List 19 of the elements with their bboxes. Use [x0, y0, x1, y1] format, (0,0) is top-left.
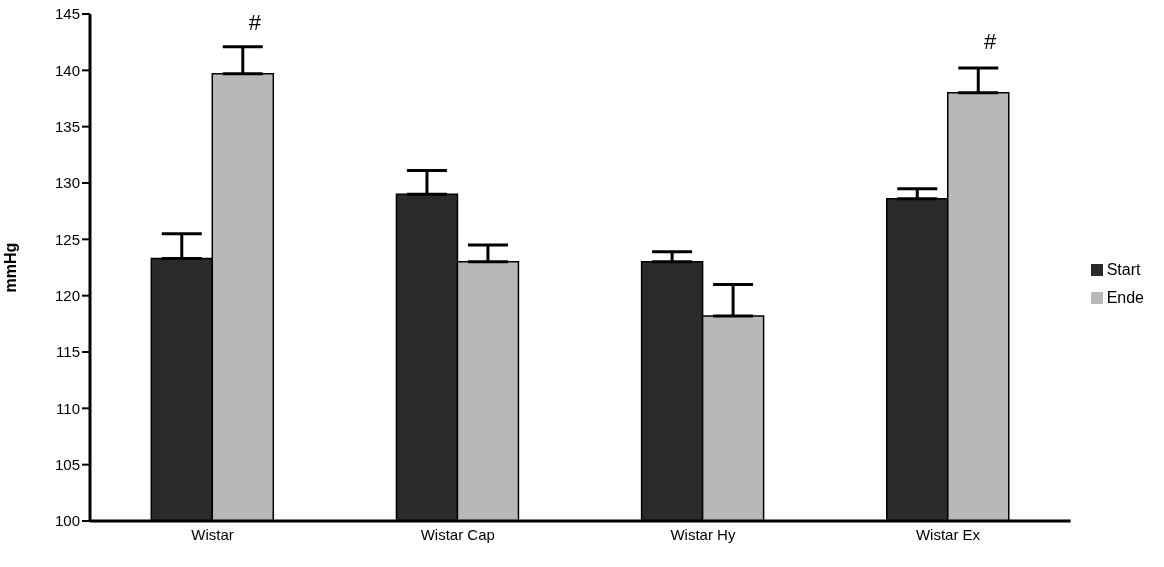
y-tick-label: 125: [54, 230, 80, 248]
y-tick-label: 135: [54, 117, 80, 135]
y-tick-label: 130: [54, 174, 80, 192]
y-tick-label: 100: [54, 512, 80, 530]
y-tick-label: 120: [54, 286, 80, 304]
y-tick-label: 140: [54, 61, 80, 79]
y-tick-label: 145: [54, 5, 80, 23]
legend-label: Start: [1106, 260, 1141, 278]
y-axis-title: mmHg: [1, 242, 19, 293]
x-tick-label: Wistar Cap: [420, 525, 495, 543]
y-tick-label: 110: [56, 399, 80, 417]
y-tick-label: 105: [54, 455, 80, 473]
legend-label: Ende: [1106, 288, 1144, 306]
y-tick-label: 115: [56, 343, 80, 361]
annotation: #: [984, 28, 998, 54]
x-tick-label: Wistar Hy: [670, 525, 736, 543]
annotation: #: [248, 9, 262, 35]
x-tick-label: Wistar Ex: [915, 525, 981, 543]
x-tick-label: Wistar: [191, 525, 234, 543]
